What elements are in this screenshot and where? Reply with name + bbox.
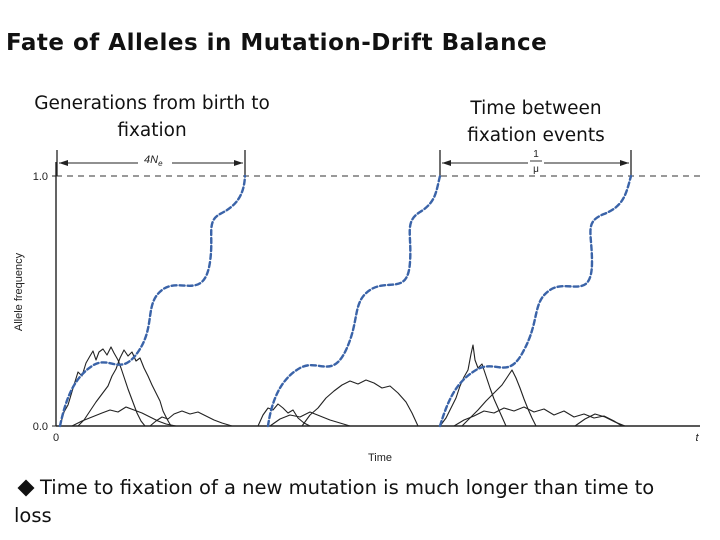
span-left-subscript: e (158, 159, 163, 168)
svg-text:4Ne: 4Ne (144, 154, 163, 168)
lost-allele-trace (77, 349, 172, 427)
bullet-point: Time to fixation of a new mutation is mu… (14, 474, 694, 530)
lost-allele-trace (71, 406, 177, 427)
y-axis-title: Allele frequency (13, 252, 25, 331)
caption-between-fixations: Time between fixation events (467, 98, 605, 146)
slide-title: Fate of Alleles in Mutation-Drift Balanc… (6, 30, 548, 56)
lost-allele-trace (257, 403, 311, 427)
lost-allele-trace (149, 410, 233, 427)
span-birth-to-fixation: 4Ne (56, 150, 246, 176)
x-tick-start-label: 0 (53, 432, 59, 444)
span-between-fixations: 1 μ (439, 146, 632, 176)
fixed-allele-trace (438, 174, 633, 428)
bullet-diamond-icon (17, 479, 35, 496)
y-tick-bottom-label: 0.0 (33, 421, 48, 433)
x-axis-title: Time (368, 452, 392, 464)
y-tick-top-label: 1.0 (33, 171, 48, 183)
fixed-allele-traces (58, 174, 633, 428)
span-right-numerator: 1 (533, 149, 539, 160)
fixed-allele-trace (266, 174, 442, 428)
lost-allele-trace (453, 406, 623, 427)
caption-birth-to-fixation: Generations from birth to fixation (34, 93, 270, 141)
fixed-allele-trace (58, 174, 247, 428)
mutation-drift-diagram: 1.0 0.0 0 t Allele frequency Time 4Ne 1 … (13, 146, 700, 464)
span-left-label: 4N (144, 154, 158, 166)
lost-allele-trace (301, 379, 419, 427)
lost-allele-trace (461, 369, 537, 427)
span-right-denominator: μ (533, 164, 539, 175)
lost-allele-trace (269, 411, 351, 427)
lost-allele-trace (439, 344, 507, 427)
lost-allele-trace (574, 413, 626, 427)
bullet-text: Time to fixation of a new mutation is mu… (14, 476, 655, 527)
x-tick-end-label: t (695, 432, 699, 444)
